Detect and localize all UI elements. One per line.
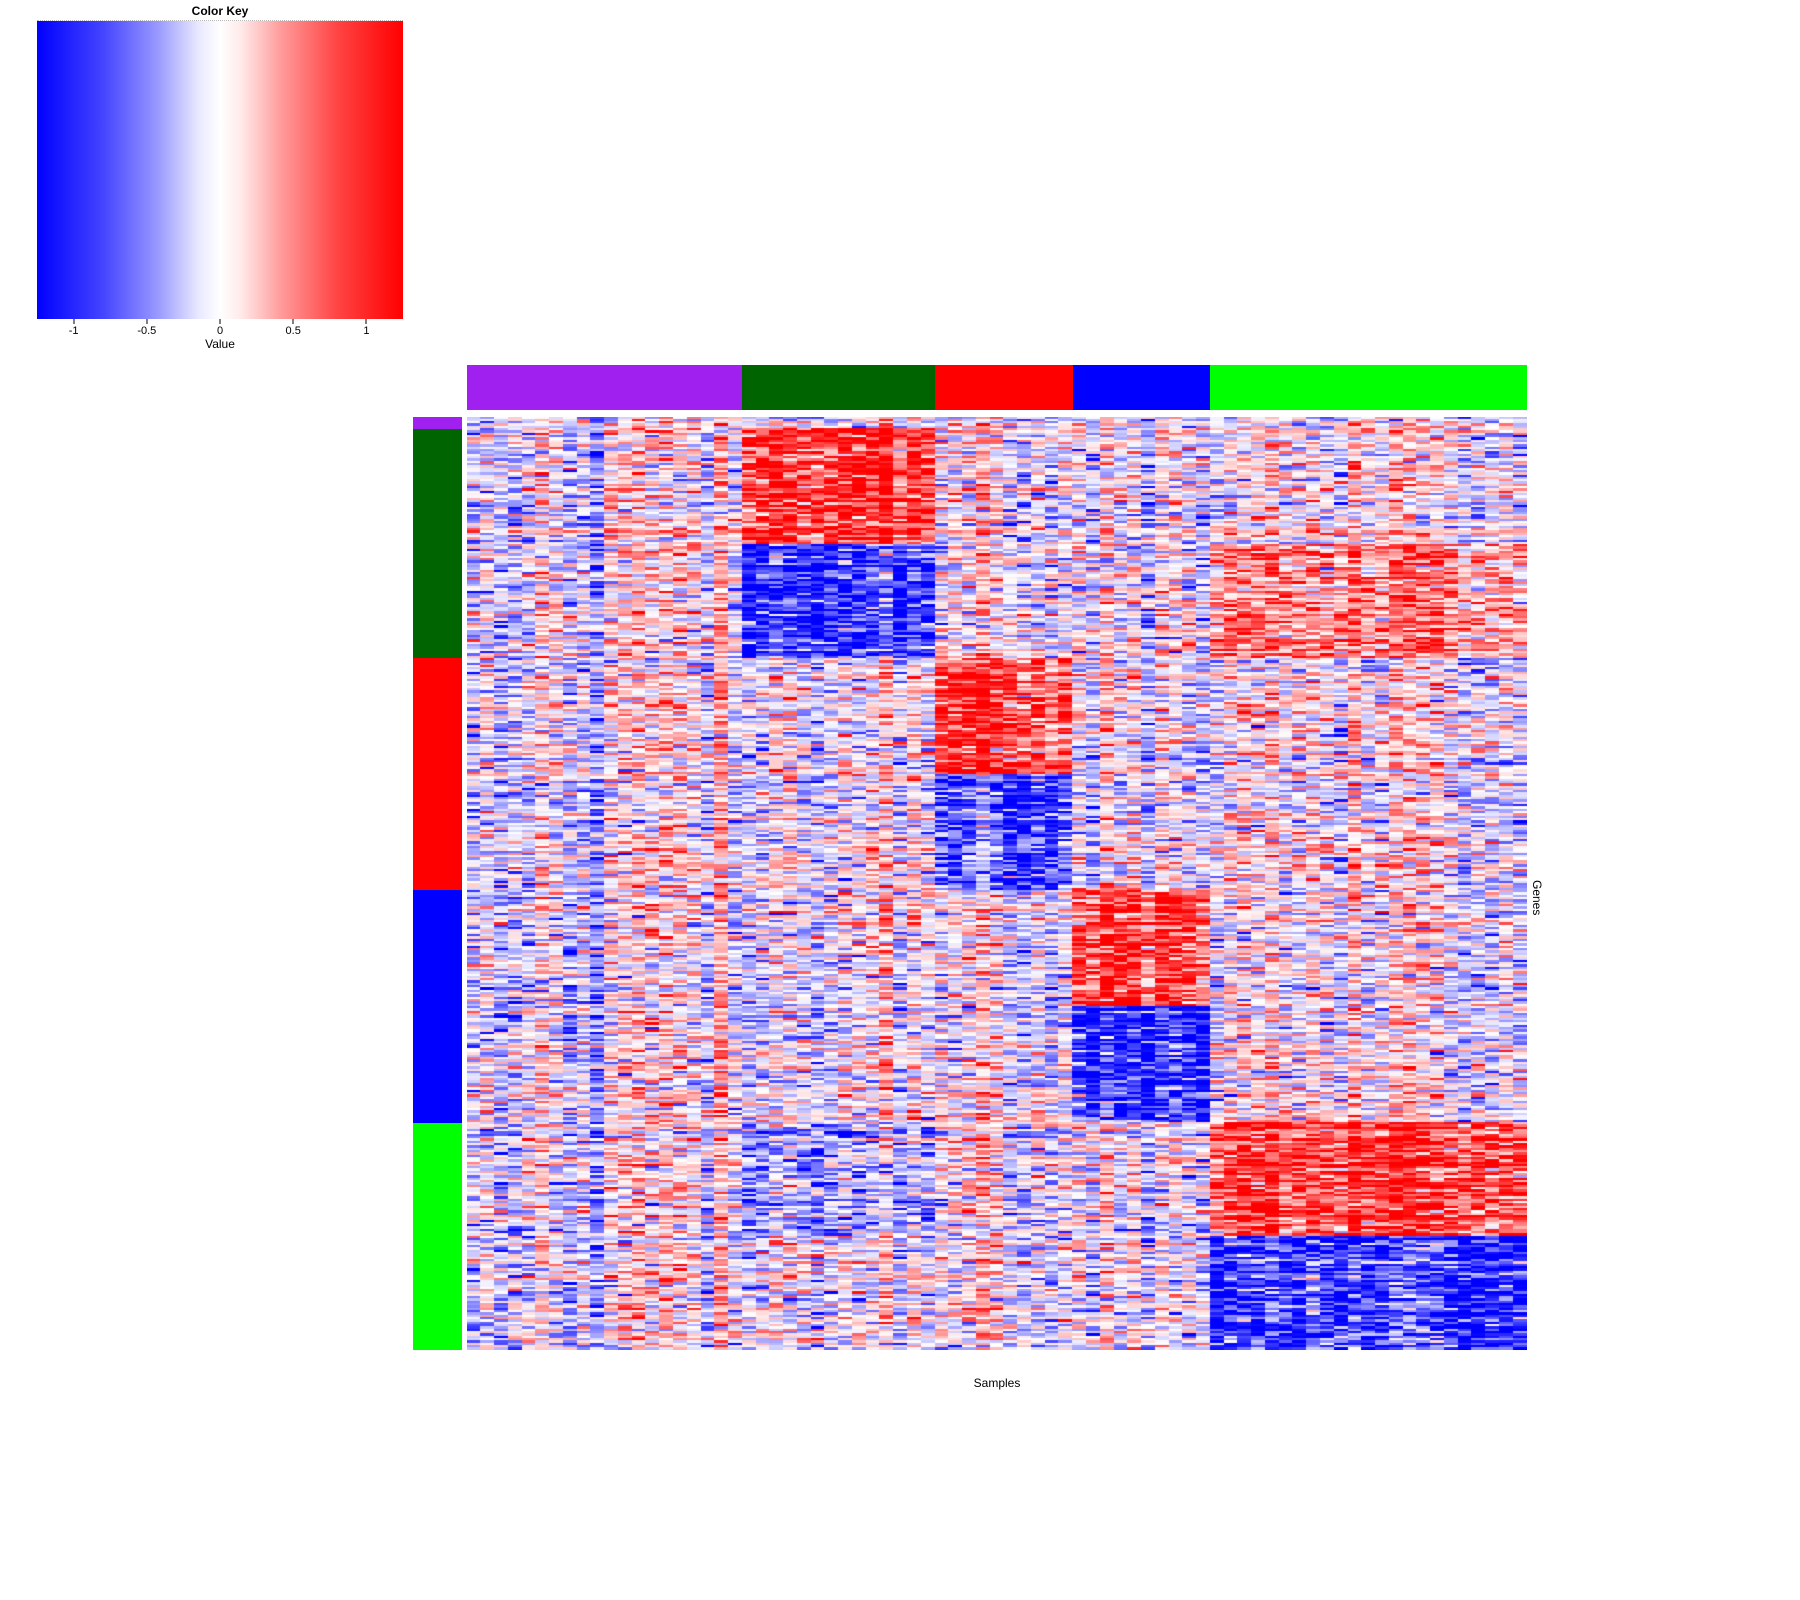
row-band-segment-darkgreen [413, 428, 462, 659]
tick-mark [365, 319, 367, 324]
tick-label: -0.5 [137, 325, 157, 337]
color-key-title: Color Key [191, 4, 249, 18]
color-key-axis: -1 -0.5 0 0.5 1 [37, 319, 403, 339]
col-band-segment-green [1210, 365, 1527, 410]
col-band-segment-darkgreen [742, 365, 936, 410]
col-band-segment-blue [1072, 365, 1211, 410]
tick-mark [292, 319, 294, 324]
tick-label: 0 [216, 325, 224, 337]
col-band-segment-red [935, 365, 1073, 410]
tick-label: -1 [68, 325, 79, 337]
row-band-segment-red [413, 658, 462, 891]
tick-mark [219, 319, 221, 324]
heatmap-canvas [467, 417, 1527, 1350]
tick-label: 1 [363, 325, 370, 337]
y-axis-label: Genes [1530, 880, 1544, 916]
row-color-band [413, 417, 462, 1350]
row-band-segment-blue [413, 890, 462, 1123]
col-band-segment-purple [467, 365, 743, 410]
row-band-segment-green [413, 1122, 462, 1350]
tick-label: 0.5 [285, 325, 301, 337]
color-key: Color Key -1 -0.5 0 0.5 1 Value [37, 4, 403, 351]
x-axis-label: Samples [973, 1376, 1021, 1390]
color-key-gradient-fill [37, 21, 403, 319]
column-color-band [467, 365, 1527, 410]
tick-mark [146, 319, 148, 324]
tick-mark [73, 319, 75, 324]
row-band-segment-purple [413, 417, 462, 429]
color-key-value-label: Value [205, 337, 235, 351]
color-key-gradient [37, 20, 403, 319]
